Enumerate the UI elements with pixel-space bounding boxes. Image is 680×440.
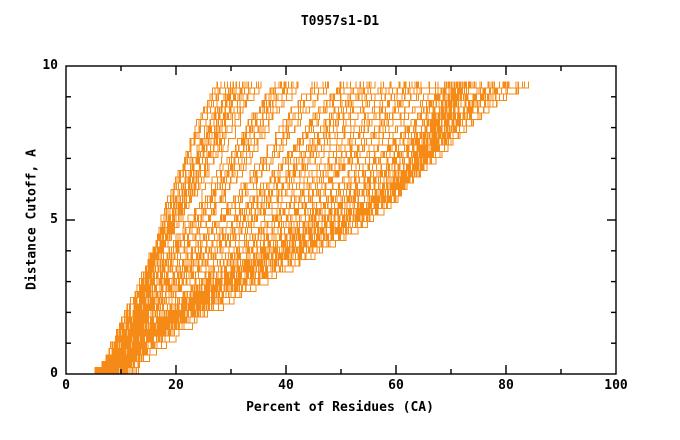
data-curves (91, 81, 530, 375)
y-tick-label: 10 (42, 58, 58, 73)
x-tick-label: 0 (62, 378, 70, 393)
chart-title: T0957s1-D1 (300, 14, 380, 29)
x-tick-label: 40 (278, 378, 294, 393)
y-tick-label: 5 (50, 212, 58, 227)
y-tick-label: 0 (50, 366, 58, 381)
x-axis-title: Percent of Residues (CA) (246, 400, 434, 415)
y-axis-title: Distance Cutoff, A (24, 149, 40, 290)
x-tick-label: 60 (388, 378, 404, 393)
x-tick-label: 20 (168, 378, 184, 393)
axis-frame (65, 65, 617, 375)
x-tick-label: 80 (498, 378, 514, 393)
x-tick-label: 100 (604, 378, 628, 393)
